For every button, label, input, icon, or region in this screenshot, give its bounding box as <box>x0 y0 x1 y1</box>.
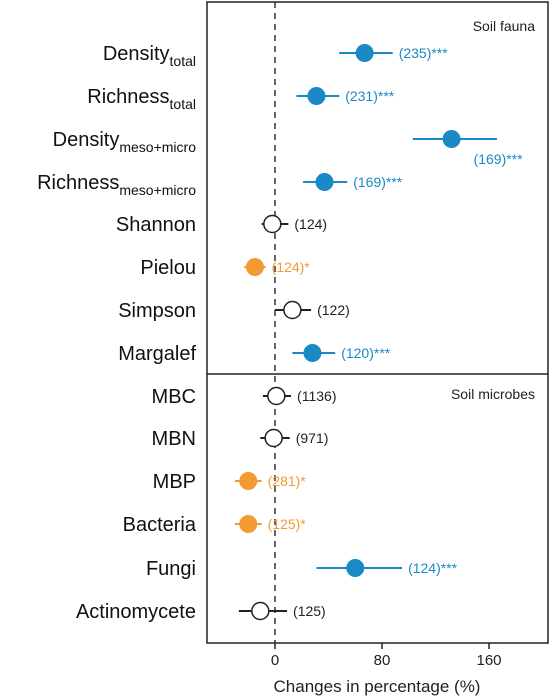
x-tick-label-0: 0 <box>271 652 279 669</box>
n-label-mbn: (971) <box>296 430 329 446</box>
n-label-margalef: (120)*** <box>341 345 391 361</box>
n-label-density-meso-micro: (169)*** <box>474 151 524 167</box>
point-simpson <box>283 300 302 320</box>
n-label-density-total: (235)*** <box>399 45 449 61</box>
point-richness-total <box>307 87 326 105</box>
row-richness-total: Richnesstotal (231)*** <box>87 86 395 112</box>
row-mbp: MBP (281)* <box>153 471 307 493</box>
row-label-density-total: Densitytotal <box>103 43 196 69</box>
point-pielou <box>245 258 264 276</box>
row-mbc: MBC (1136) <box>152 386 337 408</box>
n-label-fungi: (124)*** <box>408 560 458 576</box>
x-tick-label-160: 160 <box>476 652 501 669</box>
row-bacteria: Bacteria (125)* <box>123 514 307 536</box>
n-label-mbc: (1136) <box>297 388 336 404</box>
n-label-actinomycete: (125) <box>293 603 326 619</box>
point-density-meso-micro <box>442 130 461 148</box>
row-label-fungi: Fungi <box>146 558 196 580</box>
n-label-mbp: (281)* <box>268 473 307 489</box>
row-label-mbc: MBC <box>152 386 196 408</box>
point-density-total <box>355 44 374 62</box>
n-label-shannon: (124) <box>294 216 327 232</box>
point-actinomycete <box>251 601 270 621</box>
row-shannon: Shannon (124) <box>116 214 327 236</box>
row-label-simpson: Simpson <box>118 300 196 322</box>
n-label-pielou: (124)* <box>272 259 311 275</box>
point-bacteria <box>239 515 258 533</box>
row-label-mbn: MBN <box>152 428 196 450</box>
n-label-richness-meso-micro: (169)*** <box>353 174 403 190</box>
n-label-richness-total: (231)*** <box>345 88 395 104</box>
point-mbn <box>264 428 283 448</box>
n-label-simpson: (122) <box>317 302 350 318</box>
row-label-mbp: MBP <box>153 471 196 493</box>
row-margalef: Margalef (120)*** <box>118 343 391 365</box>
point-fungi <box>346 559 365 577</box>
row-pielou: Pielou (124)* <box>140 257 310 279</box>
point-richness-meso-micro <box>315 173 334 191</box>
point-shannon <box>263 214 282 234</box>
row-richness-meso-micro: Richnessmeso+micro (169)*** <box>37 172 403 198</box>
n-label-bacteria: (125)* <box>268 516 307 532</box>
row-density-total: Densitytotal (235)*** <box>103 43 448 69</box>
row-label-richness-total: Richnesstotal <box>87 86 196 112</box>
row-label-density-meso-micro: Densitymeso+micro <box>53 129 197 155</box>
row-label-pielou: Pielou <box>140 257 196 279</box>
point-mbc <box>267 386 286 406</box>
row-label-actinomycete: Actinomycete <box>76 601 196 623</box>
row-fungi: Fungi (124)*** <box>146 558 458 580</box>
point-mbp <box>239 472 258 490</box>
x-axis-label: Changes in percentage (%) <box>274 677 481 696</box>
point-margalef <box>303 344 322 362</box>
panel-title-soil-microbes: Soil microbes <box>451 386 535 402</box>
x-tick-label-80: 80 <box>374 652 391 669</box>
row-density-meso-micro: Densitymeso+micro (169)*** <box>53 129 523 167</box>
row-label-bacteria: Bacteria <box>123 514 197 536</box>
panel-title-soil-fauna: Soil fauna <box>473 18 535 34</box>
row-mbn: MBN (971) <box>152 428 329 450</box>
row-simpson: Simpson (122) <box>118 300 350 322</box>
row-label-shannon: Shannon <box>116 214 196 236</box>
plot-frame <box>206 1 549 644</box>
row-label-richness-meso-micro: Richnessmeso+micro <box>37 172 196 198</box>
row-actinomycete: Actinomycete (125) <box>76 601 326 623</box>
row-label-margalef: Margalef <box>118 343 196 365</box>
